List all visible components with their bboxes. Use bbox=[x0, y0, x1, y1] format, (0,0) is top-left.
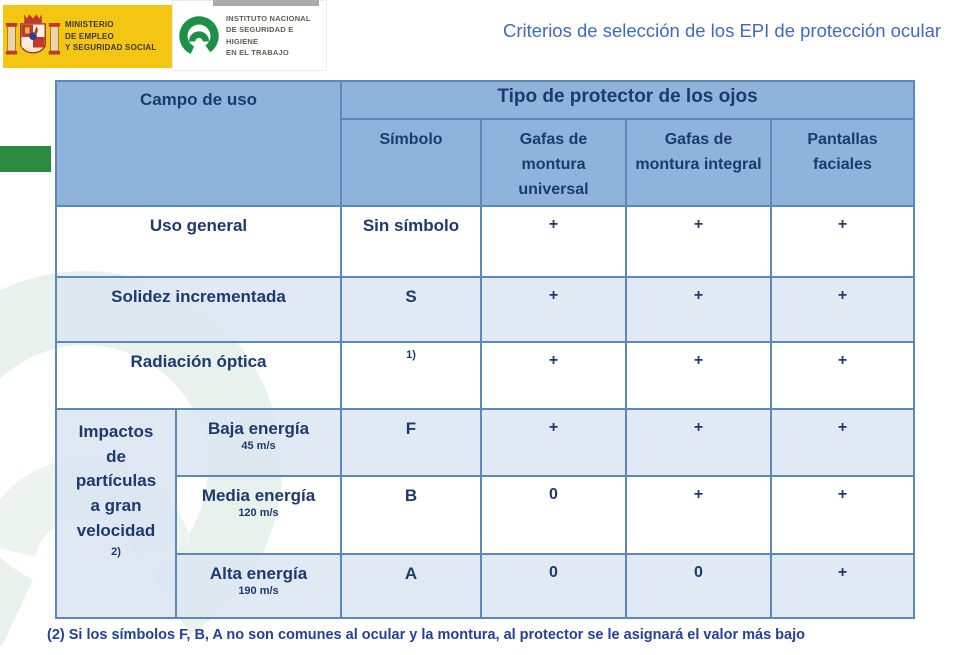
value-cell: + bbox=[480, 341, 627, 410]
spain-coat-of-arms-icon bbox=[5, 13, 61, 54]
symbol-cell: F bbox=[340, 408, 482, 477]
column-header-simbolo: Símbolo bbox=[340, 118, 482, 207]
row-label: Alta energía 190 m/s bbox=[175, 553, 342, 619]
table-group-header: Tipo de protector de los ojos bbox=[339, 80, 916, 120]
symbol-cell: Sin símbolo bbox=[340, 205, 482, 278]
green-accent-bar bbox=[0, 146, 51, 172]
value-cell: + bbox=[480, 276, 627, 343]
table-corner-header: Campo de uso bbox=[55, 80, 342, 207]
insht-logo: INSTITUTO NACIONAL DE SEGURIDAD E HIGIEN… bbox=[172, 0, 327, 71]
value-cell: + bbox=[769, 553, 916, 619]
column-header-gafas-integral: Gafas de montura integral bbox=[625, 118, 772, 207]
energy-label: Baja energía bbox=[207, 419, 310, 438]
value-cell: + bbox=[769, 276, 916, 343]
ministry-name: MINISTERIO DE EMPLEO Y SEGURIDAD SOCIAL bbox=[65, 19, 156, 54]
impact-group-note: 2) bbox=[111, 546, 121, 559]
value-cell: + bbox=[480, 205, 627, 278]
symbol-cell: B bbox=[340, 475, 482, 555]
symbol-cell: A bbox=[340, 553, 482, 619]
symbol-cell: S bbox=[340, 276, 482, 343]
value-cell: + bbox=[625, 341, 772, 410]
speed-label: 120 m/s bbox=[238, 507, 279, 519]
insht-name-line: DE SEGURIDAD E HIGIENE bbox=[226, 25, 294, 46]
energy-label: Media energía bbox=[201, 486, 316, 505]
footnote: (2) Si los símbolos F, B, A no son comun… bbox=[47, 627, 805, 643]
value-cell: + bbox=[769, 341, 916, 410]
insht-name-line: INSTITUTO NACIONAL bbox=[226, 14, 311, 23]
table-row: Impactos de partículas a gran velocidad … bbox=[55, 408, 916, 619]
ministry-logo: MINISTERIO DE EMPLEO Y SEGURIDAD SOCIAL bbox=[3, 5, 172, 68]
speed-label: 190 m/s bbox=[238, 585, 279, 597]
value-cell: 0 bbox=[625, 553, 772, 619]
column-header-pantallas: Pantallas faciales bbox=[769, 118, 916, 207]
row-label: Radiación óptica bbox=[55, 341, 342, 410]
row-label: Solidez incrementada bbox=[55, 276, 342, 343]
value-cell: + bbox=[625, 276, 772, 343]
table-row: Uso general Sin símbolo + + + bbox=[55, 205, 916, 278]
energy-label: Alta energía bbox=[209, 564, 308, 583]
epi-selection-table: Campo de uso Tipo de protector de los oj… bbox=[55, 80, 916, 619]
insht-ring-icon bbox=[179, 15, 219, 56]
table-row: Radiación óptica 1) + + + bbox=[55, 341, 916, 410]
ministry-name-line: MINISTERIO bbox=[65, 20, 114, 30]
value-cell: + bbox=[480, 408, 627, 477]
table-row: Media energía 120 m/s B 0 + + bbox=[56, 475, 916, 555]
value-cell: + bbox=[625, 408, 772, 477]
speed-label: 45 m/s bbox=[241, 440, 276, 452]
value-cell: + bbox=[625, 205, 772, 278]
value-cell: 0 bbox=[480, 475, 627, 555]
value-cell: + bbox=[625, 475, 772, 555]
row-label: Uso general bbox=[55, 205, 342, 278]
impact-group-label: Impactos de partículas a gran velocidad bbox=[75, 422, 157, 540]
row-label: Baja energía 45 m/s bbox=[175, 408, 342, 477]
impact-group-cell: Impactos de partículas a gran velocidad … bbox=[55, 408, 177, 619]
slide-title: Criterios de selección de los EPI de pro… bbox=[502, 20, 942, 41]
ministry-name-line: DE EMPLEO bbox=[65, 31, 114, 41]
insht-name-line: EN EL TRABAJO bbox=[226, 47, 289, 57]
value-cell: + bbox=[769, 475, 916, 555]
gray-strip bbox=[213, 0, 319, 6]
row-label: Media energía 120 m/s bbox=[175, 475, 342, 555]
table-row: Solidez incrementada S + + + bbox=[55, 276, 916, 343]
value-cell: 0 bbox=[480, 553, 627, 619]
value-cell: + bbox=[769, 408, 916, 477]
value-cell: + bbox=[769, 205, 916, 278]
symbol-note-cell: 1) bbox=[340, 341, 482, 410]
insht-name: INSTITUTO NACIONAL DE SEGURIDAD E HIGIEN… bbox=[226, 13, 322, 58]
table-row: Alta energía 190 m/s A 0 0 + bbox=[56, 553, 916, 619]
column-header-gafas-universal: Gafas de montura universal bbox=[480, 118, 627, 207]
ministry-name-line: Y SEGURIDAD SOCIAL bbox=[65, 43, 157, 53]
